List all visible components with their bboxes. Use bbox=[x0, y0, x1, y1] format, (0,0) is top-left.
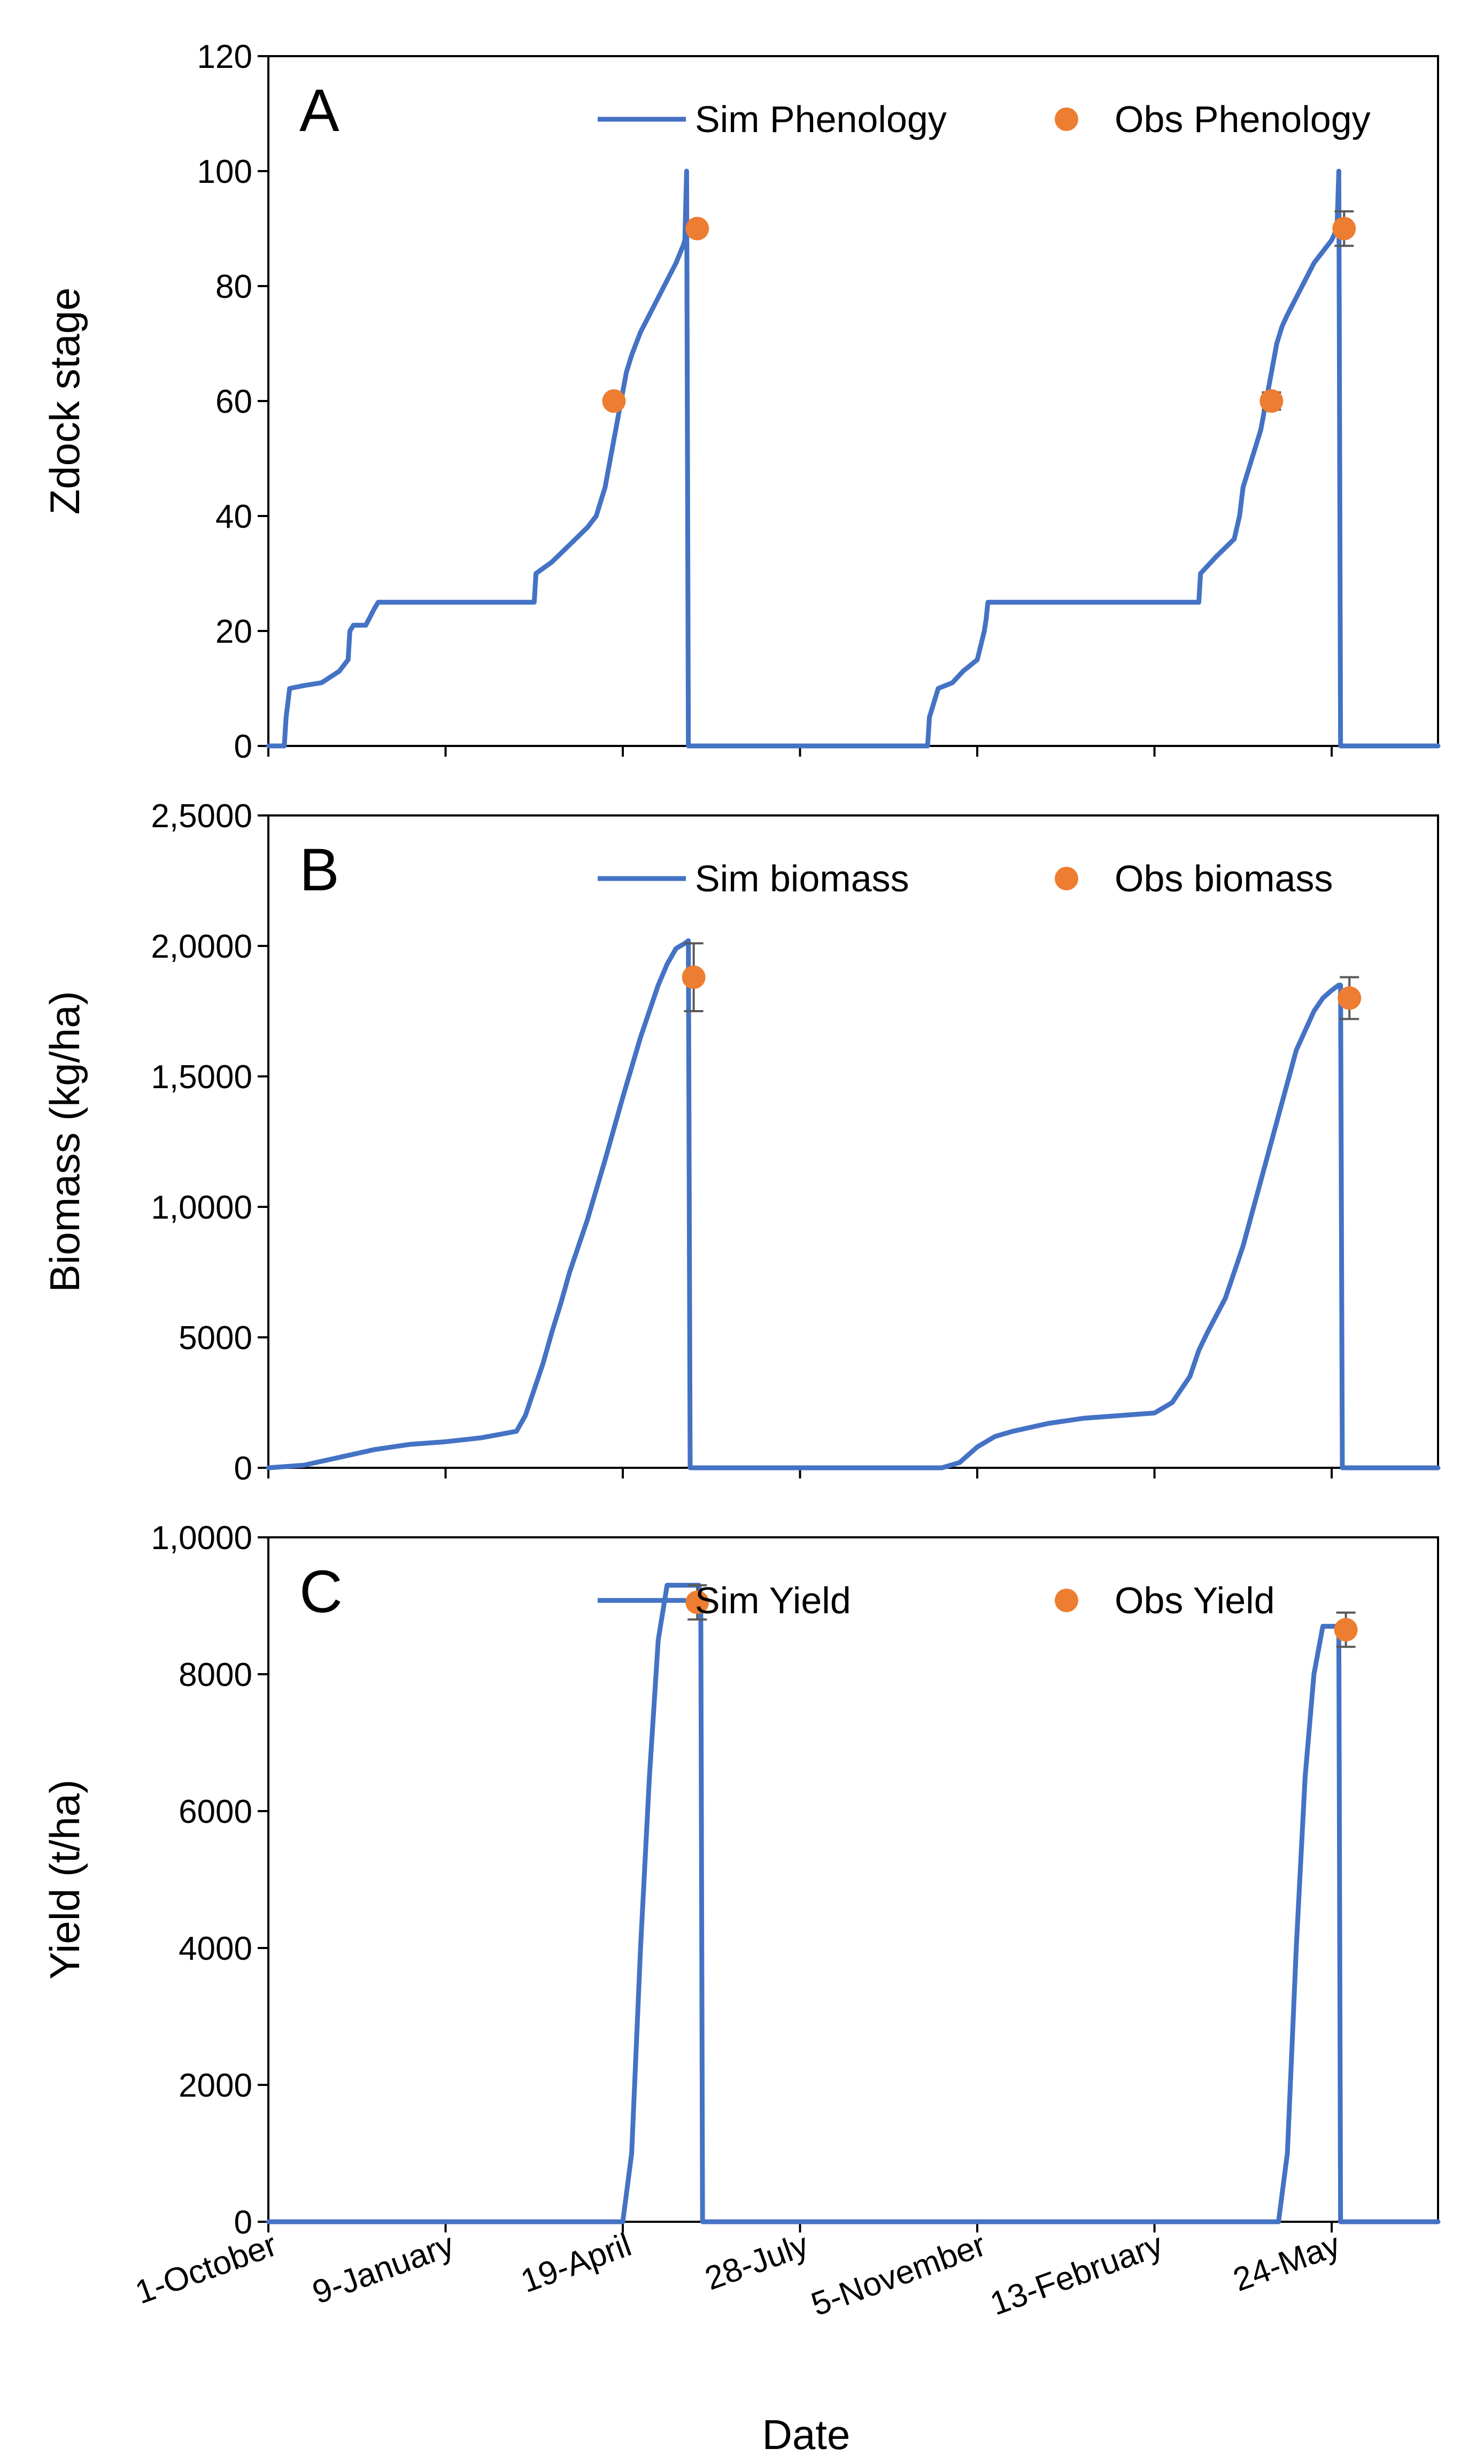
y-tick-label: 0 bbox=[234, 728, 252, 765]
panel-a: 0 20 40 60 80 100 120 Zdock stage A Sim Phenology… bbox=[41, 38, 1441, 765]
legend-obs-label: Obs Yield bbox=[1115, 1580, 1275, 1621]
x-tick-label: 28-July bbox=[700, 2226, 813, 2297]
y-tick-label: 60 bbox=[215, 383, 252, 420]
x-tick-label: 24-May bbox=[1228, 2226, 1345, 2299]
panel-c: 0 2000 4000 6000 8000 1,0000 1-October 9-Januar… bbox=[41, 1520, 1441, 2323]
x-tick-label: 19-April bbox=[516, 2226, 636, 2300]
panel-letter: A bbox=[299, 77, 339, 144]
panel-letter: C bbox=[299, 1558, 343, 1625]
obs-point bbox=[685, 217, 709, 241]
legend-obs-swatch bbox=[1055, 1589, 1078, 1612]
x-tick-label: 1-October bbox=[130, 2226, 282, 2311]
y-tick-label: 40 bbox=[215, 498, 252, 535]
obs-point bbox=[685, 1590, 709, 1614]
legend-sim-label: Sim Phenology bbox=[695, 98, 947, 140]
y-tick-label: 0 bbox=[234, 1450, 252, 1487]
y-tick-label: 0 bbox=[234, 2204, 252, 2241]
y-tick-label: 4000 bbox=[179, 1930, 252, 1967]
y-tick-label: 5000 bbox=[179, 1320, 252, 1357]
y-tick-label: 2,0000 bbox=[151, 928, 252, 965]
obs-point bbox=[1334, 1618, 1358, 1642]
y-tick-label: 8000 bbox=[179, 1657, 252, 1693]
legend-obs-swatch bbox=[1055, 867, 1078, 890]
legend-obs-label: Obs Phenology bbox=[1115, 98, 1371, 140]
panel-letter: B bbox=[299, 836, 339, 903]
y-tick-label: 6000 bbox=[179, 1793, 252, 1830]
obs-point bbox=[602, 389, 626, 413]
obs-point bbox=[682, 965, 706, 989]
y-tick-label: 2000 bbox=[179, 2067, 252, 2104]
obs-point bbox=[1332, 217, 1356, 241]
y-axis-title: Biomass (kg/ha) bbox=[41, 991, 88, 1292]
obs-point bbox=[1259, 389, 1284, 413]
y-tick-label: 120 bbox=[197, 38, 252, 75]
y-axis-title: Zdock stage bbox=[41, 288, 88, 515]
legend-obs-swatch bbox=[1055, 107, 1078, 131]
legend-obs-label: Obs biomass bbox=[1115, 858, 1333, 899]
legend-sim-label: Sim Yield bbox=[695, 1580, 851, 1621]
panel-b: 0 5000 1,0000 1,5000 2,0000 2,5000 Biomass (kg… bbox=[41, 798, 1441, 1487]
obs-point bbox=[1338, 986, 1362, 1010]
legend-sim-label: Sim biomass bbox=[695, 858, 909, 899]
x-tick-label: 5-November bbox=[807, 2226, 991, 2323]
y-tick-label: 2,5000 bbox=[151, 798, 252, 835]
y-tick-label: 1,0000 bbox=[151, 1189, 252, 1226]
x-tick-label: 13-February bbox=[985, 2226, 1168, 2322]
x-tick-label: 9-January bbox=[308, 2226, 459, 2311]
plot-area-frame bbox=[267, 814, 1439, 1469]
x-axis-title: Date bbox=[762, 2411, 851, 2458]
plot-area-frame bbox=[267, 1536, 1439, 2223]
sim-series-line bbox=[266, 1583, 1441, 2224]
y-tick-label: 80 bbox=[215, 268, 252, 305]
panels: 0 20 40 60 80 100 120 Zdock stage A Sim Phenology… bbox=[41, 38, 1441, 2323]
y-tick-label: 1,0000 bbox=[151, 1520, 252, 1557]
y-axis-title: Yield (t/ha) bbox=[41, 1780, 88, 1980]
y-tick-label: 20 bbox=[215, 613, 252, 650]
sim-series-line bbox=[266, 168, 1441, 749]
sim-series-line bbox=[266, 938, 1441, 1470]
y-tick-label: 1,5000 bbox=[151, 1059, 252, 1096]
y-tick-label: 100 bbox=[197, 153, 252, 190]
